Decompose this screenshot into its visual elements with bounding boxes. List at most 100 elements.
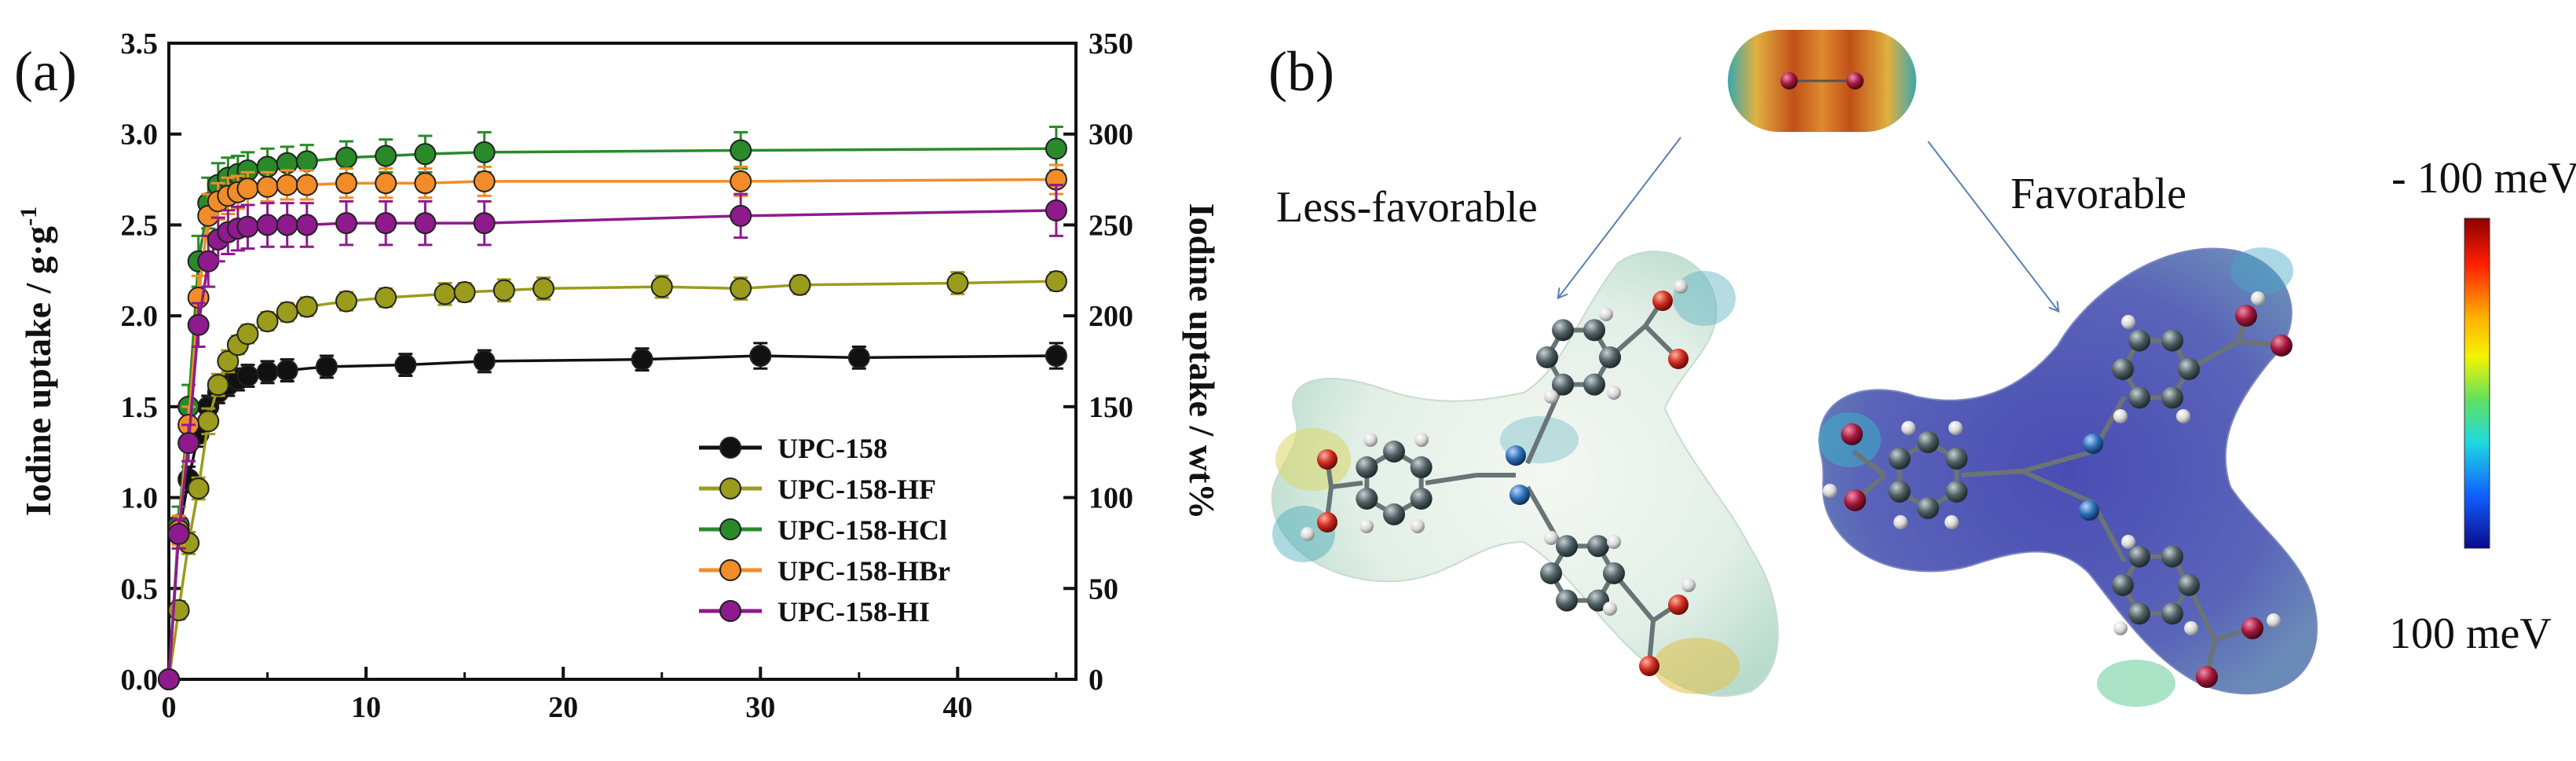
data-point (730, 170, 752, 192)
data-point (847, 346, 870, 369)
carbon-atom (1917, 497, 1939, 519)
hydrogen-atom (1681, 578, 1696, 592)
data-point (946, 272, 969, 295)
hydrogen-atom (1411, 519, 1425, 533)
data-point (217, 350, 240, 372)
carbon-atom (1888, 448, 1911, 470)
y-axis-title: Iodine uptake / g·g-1 (16, 207, 58, 516)
carbon-atom (2178, 358, 2200, 380)
hydrogen-atom (2113, 409, 2128, 423)
y-tick-label: 0.5 (121, 573, 159, 606)
carbon-atom (2161, 329, 2183, 352)
hydrogen-atom (1945, 515, 1959, 529)
carbon-atom (2178, 574, 2200, 596)
data-point (207, 374, 229, 397)
iodine-atom (1844, 489, 1866, 511)
y-axis-right: 0 50 100 150 200 250 300 350 (1063, 27, 1133, 697)
y-tick-label: 1.0 (121, 482, 159, 515)
x-tick-label: 40 (942, 691, 972, 724)
data-point (1045, 199, 1067, 221)
carbon-atom (1552, 373, 1574, 396)
carbon-atom (1587, 535, 1609, 558)
x-tick-label: 20 (548, 691, 578, 724)
carbon-atom (1603, 562, 1625, 584)
hydrogen-atom (1607, 386, 1621, 400)
data-point (631, 348, 653, 371)
carbon-atom (2128, 386, 2150, 409)
data-point (276, 359, 298, 382)
data-point (1045, 270, 1067, 293)
hydrogen-atom (2251, 291, 2265, 305)
data-point (1045, 137, 1067, 160)
x-tick-label: 0 (162, 691, 177, 724)
oxygen-atom (1652, 291, 1673, 311)
bond (1960, 469, 2023, 477)
legend-item: UPC-158 (699, 433, 887, 464)
data-point (492, 279, 515, 302)
legend-label: UPC-158-HI (778, 596, 930, 627)
hydrogen-atom (1603, 602, 1617, 616)
oxygen-atom (1668, 595, 1689, 615)
data-point (1045, 345, 1067, 368)
y-tick-label: 2.5 (121, 209, 159, 242)
carbon-atom (1552, 319, 1574, 342)
legend-item: UPC-158-HBr (699, 555, 950, 587)
carbon-atom (1583, 373, 1605, 396)
data-point (434, 283, 456, 305)
less-favorable-label: Less-favorable (1276, 183, 1538, 232)
data-point (256, 310, 279, 333)
carbon-atom (2112, 574, 2134, 596)
hydrogen-atom (1901, 421, 1916, 435)
carbon-atom (1356, 488, 1378, 510)
y-tick-label: 1.5 (121, 391, 159, 424)
carbon-atom (1556, 535, 1578, 558)
bond (2022, 449, 2094, 474)
data-point (335, 212, 357, 235)
y2-tick-label: 150 (1089, 391, 1133, 424)
iodine-atom (1780, 72, 1798, 90)
panel-b-label: (b) (1268, 40, 1334, 103)
data-point (473, 170, 496, 192)
arrow-less-favorable (1559, 137, 1681, 297)
data-point (295, 150, 318, 173)
carbon-atom (2161, 386, 2183, 409)
series-upc-158-hi (158, 184, 1067, 690)
carbon-atom (1356, 456, 1378, 478)
hydrogen-atom (2121, 315, 2135, 329)
favorable-label: Favorable (2011, 170, 2186, 218)
data-point (789, 273, 811, 296)
series-layer (158, 125, 1067, 690)
data-point (167, 522, 190, 545)
data-point (335, 146, 357, 169)
hydrogen-atom (1607, 535, 1621, 549)
legend-marker (719, 600, 741, 622)
carbon-atom (1945, 481, 1968, 503)
data-point (295, 295, 318, 318)
iodine-atom (2241, 617, 2263, 639)
data-point (473, 212, 496, 235)
hydrogen-atom (1544, 531, 1558, 545)
data-point (187, 477, 210, 499)
data-point (375, 287, 397, 309)
esp-patch-green (2097, 660, 2175, 707)
hydrogen-atom (1823, 484, 1837, 498)
nitrogen-atom (2083, 434, 2103, 454)
legend-item: UPC-158-HCl (699, 514, 947, 546)
legend-marker (719, 437, 741, 459)
data-point (158, 668, 180, 690)
esp-patch-teal (1673, 271, 1736, 326)
y-tick-label: 3.5 (121, 27, 159, 60)
legend-marker (719, 518, 741, 540)
oxygen-atom (1317, 512, 1337, 532)
carbon-atom (1888, 481, 1911, 503)
less-favorable-atoms (1301, 280, 1696, 676)
oxygen-atom (1639, 656, 1659, 676)
legend-label: UPC-158 (778, 433, 887, 464)
panel-a-label: (a) (14, 40, 77, 103)
y2-tick-label: 50 (1089, 573, 1118, 606)
carbon-atom (1536, 346, 1558, 368)
ball-and-stick-models (1301, 280, 2292, 688)
y-tick-label: 0.0 (121, 664, 159, 697)
less-favorable-esp-surface (1271, 251, 1779, 697)
